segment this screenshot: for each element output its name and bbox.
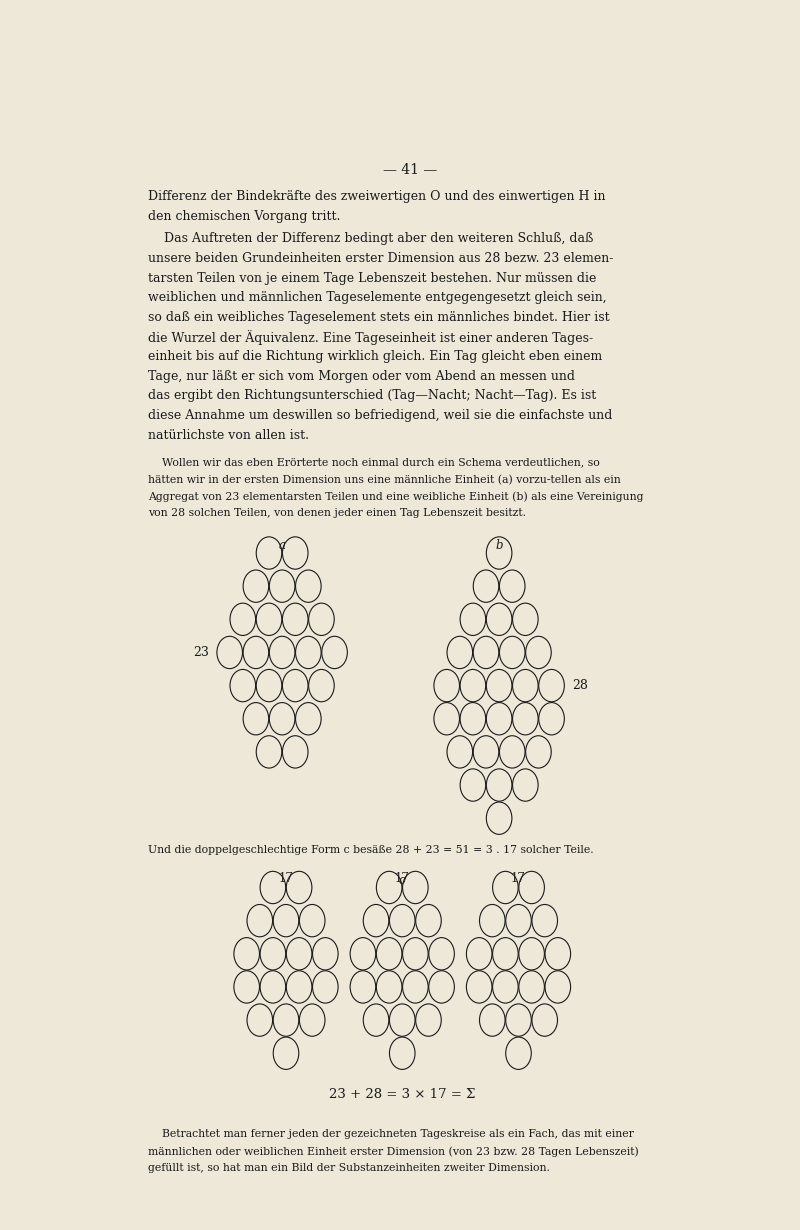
Text: — 41 —: — 41 —	[383, 164, 437, 177]
Text: Tage, nur läßt er sich vom Morgen oder vom Abend an messen und: Tage, nur läßt er sich vom Morgen oder v…	[148, 370, 575, 383]
Text: das ergibt den Richtungsunterschied (Tag—Nacht; Nacht—Tag). Es ist: das ergibt den Richtungsunterschied (Tag…	[148, 390, 596, 402]
Text: 23: 23	[193, 646, 209, 659]
Text: die Wurzel der Äquivalenz. Eine Tageseinheit ist einer anderen Tages-: die Wurzel der Äquivalenz. Eine Tagesein…	[148, 331, 593, 346]
Text: Das Auftreten der Differenz bedingt aber den weiteren Schluß, daß: Das Auftreten der Differenz bedingt aber…	[148, 232, 594, 245]
Text: 17: 17	[278, 872, 294, 886]
Text: Betrachtet man ferner jeden der gezeichneten Tageskreise als ein Fach, das mit e: Betrachtet man ferner jeden der gezeichn…	[148, 1129, 634, 1139]
Text: den chemischen Vorgang tritt.: den chemischen Vorgang tritt.	[148, 209, 341, 223]
Text: 17: 17	[395, 872, 410, 886]
Text: c: c	[399, 873, 406, 887]
Text: Differenz der Bindekräfte des zweiwertigen O und des einwertigen H in: Differenz der Bindekräfte des zweiwertig…	[148, 189, 606, 203]
Text: Aggregat von 23 elementarsten Teilen und eine weibliche Einheit (b) als eine Ver: Aggregat von 23 elementarsten Teilen und…	[148, 492, 643, 502]
Text: natürlichste von allen ist.: natürlichste von allen ist.	[148, 428, 309, 442]
Text: gefüllt ist, so hat man ein Bild der Substanzeinheiten zweiter Dimension.: gefüllt ist, so hat man ein Bild der Sub…	[148, 1162, 550, 1173]
Text: Wollen wir das eben Erörterte noch einmal durch ein Schema verdeutlichen, so: Wollen wir das eben Erörterte noch einma…	[148, 458, 600, 467]
Text: von 28 solchen Teilen, von denen jeder einen Tag Lebenszeit besitzt.: von 28 solchen Teilen, von denen jeder e…	[148, 508, 526, 518]
Text: hätten wir in der ersten Dimension uns eine männliche Einheit (a) vorzu-tellen a: hätten wir in der ersten Dimension uns e…	[148, 475, 621, 485]
Text: b: b	[495, 539, 503, 552]
Text: weiblichen und männlichen Tageselemente entgegengesetzt gleich sein,: weiblichen und männlichen Tageselemente …	[148, 292, 606, 304]
Text: 17: 17	[511, 872, 526, 886]
Text: diese Annahme um deswillen so befriedigend, weil sie die einfachste und: diese Annahme um deswillen so befriedige…	[148, 410, 613, 422]
Text: tarsten Teilen von je einem Tage Lebenszeit bestehen. Nur müssen die: tarsten Teilen von je einem Tage Lebensz…	[148, 272, 597, 284]
Text: Und die doppelgeschlechtige Form c besäße 28 + 23 = 51 = 3 . 17 solcher Teile.: Und die doppelgeschlechtige Form c besäß…	[148, 845, 594, 855]
Text: einheit bis auf die Richtung wirklich gleich. Ein Tag gleicht eben einem: einheit bis auf die Richtung wirklich gl…	[148, 351, 602, 363]
Text: so daß ein weibliches Tageselement stets ein männliches bindet. Hier ist: so daß ein weibliches Tageselement stets…	[148, 311, 610, 323]
Text: 28: 28	[573, 679, 588, 692]
Text: a: a	[278, 539, 286, 552]
Text: 23 + 28 = 3 × 17 = Σ: 23 + 28 = 3 × 17 = Σ	[329, 1087, 475, 1101]
Text: unsere beiden Grundeinheiten erster Dimension aus 28 bezw. 23 elemen-: unsere beiden Grundeinheiten erster Dime…	[148, 252, 614, 264]
Text: männlichen oder weiblichen Einheit erster Dimension (von 23 bzw. 28 Tagen Lebens: männlichen oder weiblichen Einheit erste…	[148, 1146, 638, 1156]
